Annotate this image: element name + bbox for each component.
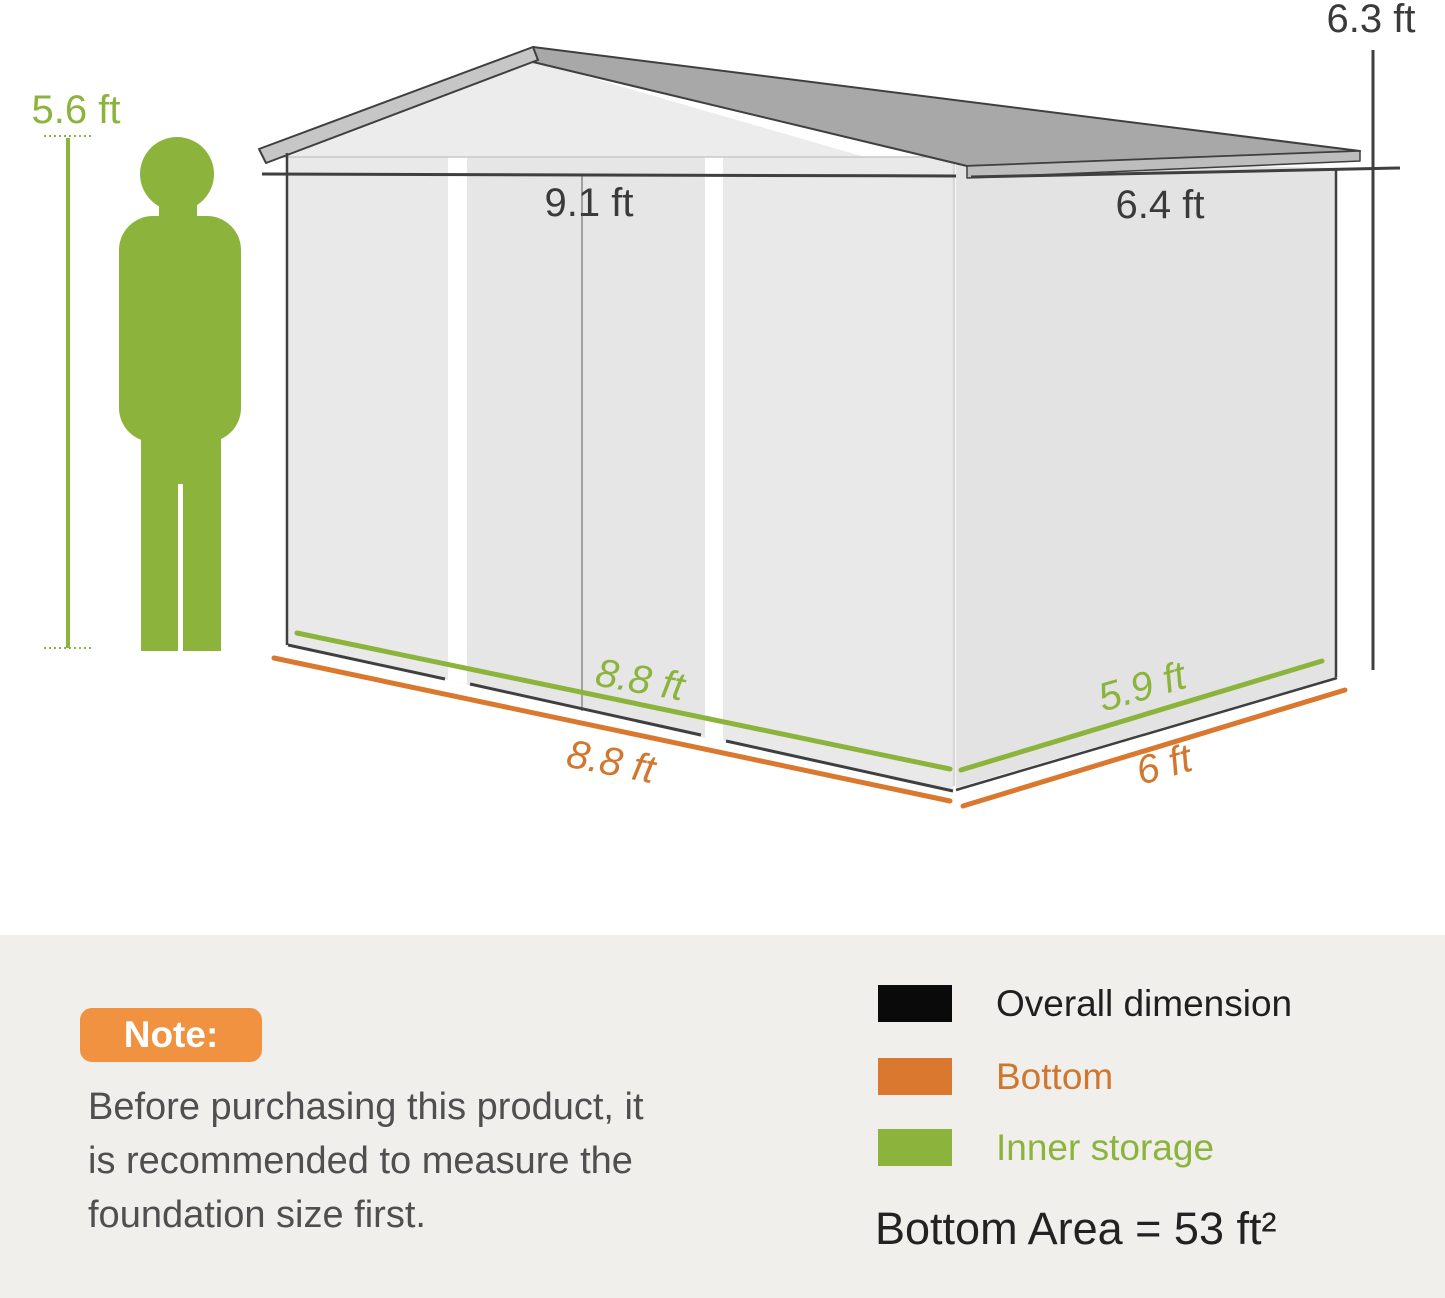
bottom-lines — [271, 655, 1348, 809]
bottom-area-text: Bottom Area = 53 ft² — [875, 1203, 1277, 1254]
overall-height-label: 6.3 ft — [1326, 0, 1416, 41]
legend: Overall dimension Bottom Inner storage — [878, 982, 1293, 1202]
legend-label: Inner storage — [996, 1126, 1215, 1168]
legend-label: Bottom — [996, 1055, 1114, 1097]
door-frame-left — [448, 157, 467, 684]
legend-item-bottom: Bottom — [878, 1055, 1292, 1097]
inner-storage-lines — [294, 630, 1325, 773]
inner-storage-line-side — [958, 658, 1325, 773]
legend-item-inner-storage: Inner storage — [878, 1126, 1292, 1168]
person-silhouette — [119, 137, 241, 651]
person-height-label: 5.6 ft — [31, 88, 121, 132]
inner-storage-line-front — [294, 630, 953, 772]
note-text: Before purchasing this product, it is re… — [88, 1080, 644, 1242]
note-line: foundation size first. — [88, 1194, 426, 1236]
note-line: is recommended to measure the — [88, 1140, 633, 1182]
bottom-swatch — [878, 1058, 952, 1095]
legend-item-overall: Overall dimension — [878, 982, 1293, 1024]
legend-label: Overall dimension — [996, 982, 1293, 1024]
side-depth-label: 6.4 ft — [1115, 183, 1205, 227]
front-width-label: 9.1 ft — [544, 181, 634, 225]
roof — [258, 46, 1361, 179]
side-wall — [956, 160, 1336, 788]
inner-storage-swatch — [878, 1129, 952, 1166]
note-line: Before purchasing this product, it — [88, 1086, 644, 1128]
overall-dimension-outline — [261, 153, 1401, 793]
shed-illustration — [44, 46, 1401, 809]
info-panel: Note: Before purchasing this product, it… — [0, 935, 1445, 1298]
door-frame-right — [705, 157, 723, 742]
note-badge: Note: — [80, 1008, 262, 1062]
bottom-line-front — [271, 655, 953, 804]
gable-triangle — [272, 61, 910, 170]
note-badge-label: Note: — [123, 1014, 219, 1055]
overall-dimension-swatch — [878, 985, 952, 1022]
person-height-line — [44, 135, 94, 649]
bottom-line-side — [960, 687, 1348, 809]
shed — [258, 46, 1401, 809]
door-panels — [467, 157, 705, 738]
